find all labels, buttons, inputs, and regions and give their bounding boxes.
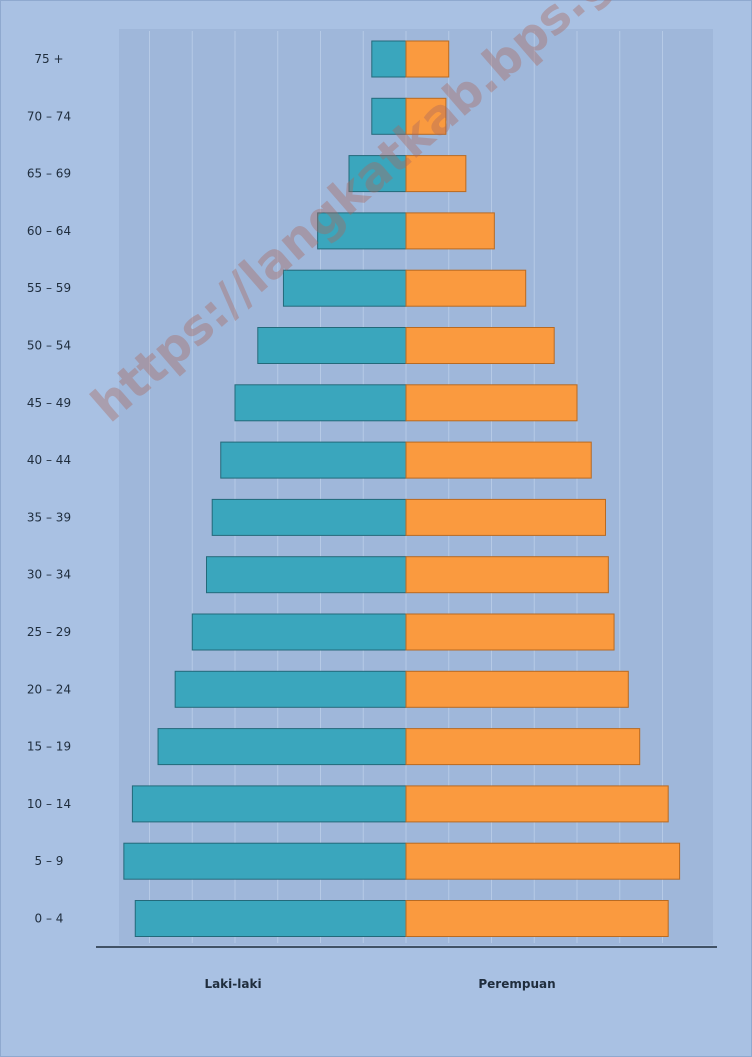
female-axis-label: Perempuan bbox=[478, 977, 555, 991]
age-group-label: 15 – 19 bbox=[27, 740, 71, 754]
female-bar bbox=[405, 498, 606, 536]
female-bar bbox=[405, 613, 615, 651]
male-bar bbox=[131, 785, 407, 823]
male-bar bbox=[191, 613, 407, 651]
female-bar bbox=[405, 556, 609, 594]
male-bar bbox=[220, 441, 407, 479]
male-bar bbox=[282, 269, 407, 307]
male-bar bbox=[371, 97, 407, 135]
age-group-label: 5 – 9 bbox=[35, 854, 64, 868]
male-bar bbox=[206, 556, 407, 594]
age-group-label: 70 – 74 bbox=[27, 109, 71, 123]
female-bar bbox=[405, 384, 578, 422]
female-bar bbox=[405, 900, 669, 937]
male-bar bbox=[234, 384, 407, 422]
age-group-label: 20 – 24 bbox=[27, 682, 71, 696]
male-bar bbox=[157, 728, 407, 766]
female-bar bbox=[405, 327, 555, 364]
age-group-label: 35 – 39 bbox=[27, 510, 71, 524]
age-group-label: 75 + bbox=[34, 52, 63, 66]
age-group-label: 10 – 14 bbox=[27, 797, 71, 811]
male-bar bbox=[123, 842, 407, 880]
age-group-label: 40 – 44 bbox=[27, 453, 71, 467]
female-bar bbox=[405, 728, 641, 766]
male-bar bbox=[371, 40, 407, 78]
female-bar bbox=[405, 212, 495, 250]
age-group-label: 30 – 34 bbox=[27, 568, 71, 582]
female-bar bbox=[405, 842, 681, 880]
female-bar bbox=[405, 441, 592, 479]
female-bar bbox=[405, 97, 447, 135]
male-bar bbox=[211, 498, 407, 536]
female-bar bbox=[405, 670, 629, 708]
female-bar bbox=[405, 155, 467, 193]
age-group-label: 0 – 4 bbox=[35, 912, 64, 926]
female-bar bbox=[405, 40, 450, 78]
age-group-label: 25 – 29 bbox=[27, 625, 71, 639]
age-group-label: 60 – 64 bbox=[27, 224, 71, 238]
female-bar bbox=[405, 269, 527, 307]
bars bbox=[123, 40, 681, 937]
age-group-label: 45 – 49 bbox=[27, 396, 71, 410]
age-group-label: 65 – 69 bbox=[27, 167, 71, 181]
male-bar bbox=[134, 900, 407, 937]
male-axis-label: Laki-laki bbox=[204, 977, 261, 991]
age-group-labels: 75 + 70 – 74 65 – 69 60 – 64 55 – 59 50 – 54 4… bbox=[27, 52, 71, 926]
male-bar bbox=[348, 155, 407, 193]
male-bar bbox=[257, 327, 407, 364]
age-group-label: 55 – 59 bbox=[27, 281, 71, 295]
male-bar bbox=[317, 212, 407, 250]
female-bar bbox=[405, 785, 669, 823]
age-group-label: 50 – 54 bbox=[27, 339, 71, 353]
male-bar bbox=[174, 670, 407, 708]
